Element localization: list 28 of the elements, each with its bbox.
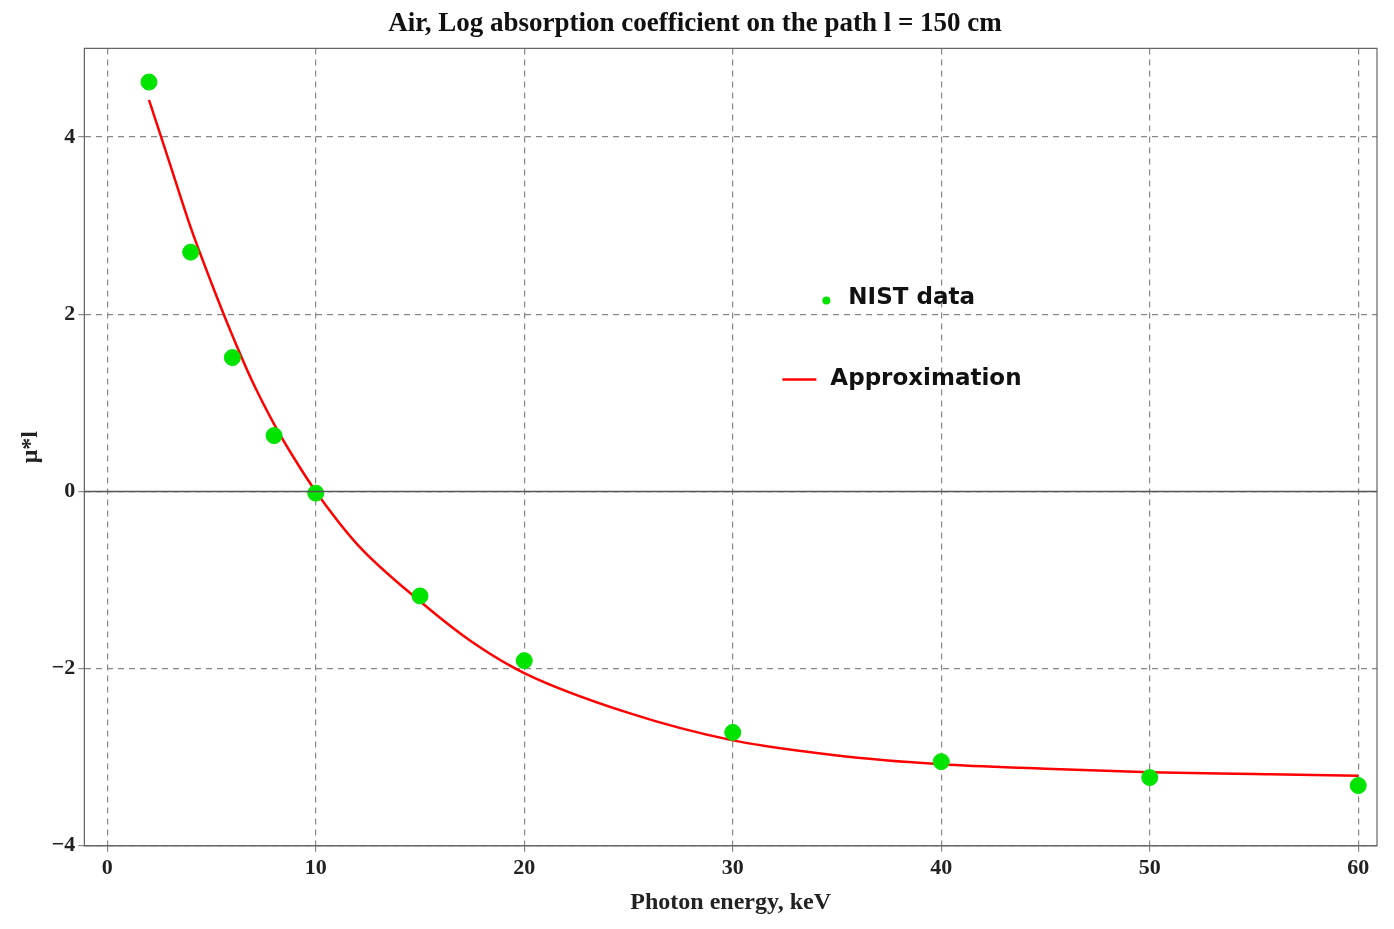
x-tick-label: 50 (1138, 853, 1161, 879)
y-tick-label: −4 (51, 831, 76, 857)
point (1349, 777, 1367, 795)
x-tick-label: 60 (1347, 853, 1370, 879)
x-axis-title: Photon energy, keV (630, 887, 832, 914)
y-tick-label: 2 (64, 299, 76, 325)
y-axis-title: μ*l (15, 430, 42, 464)
point (515, 652, 533, 670)
point (411, 587, 429, 605)
point (182, 243, 200, 261)
point (265, 427, 283, 445)
point (223, 349, 241, 367)
y-tick-label: 0 (64, 477, 76, 503)
legend-label: Approximation (830, 364, 1022, 391)
chart-title: Air, Log absorption coefficient on the path l = 150 cm (388, 7, 1003, 38)
legend-label: NIST data (848, 283, 975, 310)
y-tick-label: 4 (64, 122, 76, 148)
x-tick-label: 20 (513, 853, 536, 879)
y-tick-label: −2 (51, 654, 76, 680)
x-tick-label: 10 (304, 853, 327, 879)
point (307, 484, 325, 502)
point (1141, 769, 1159, 787)
point (140, 73, 158, 91)
x-tick-label: 0 (101, 853, 113, 879)
x-tick-label: 30 (721, 853, 744, 879)
point (932, 753, 950, 771)
point (724, 723, 742, 741)
x-tick-label: 40 (930, 853, 953, 879)
